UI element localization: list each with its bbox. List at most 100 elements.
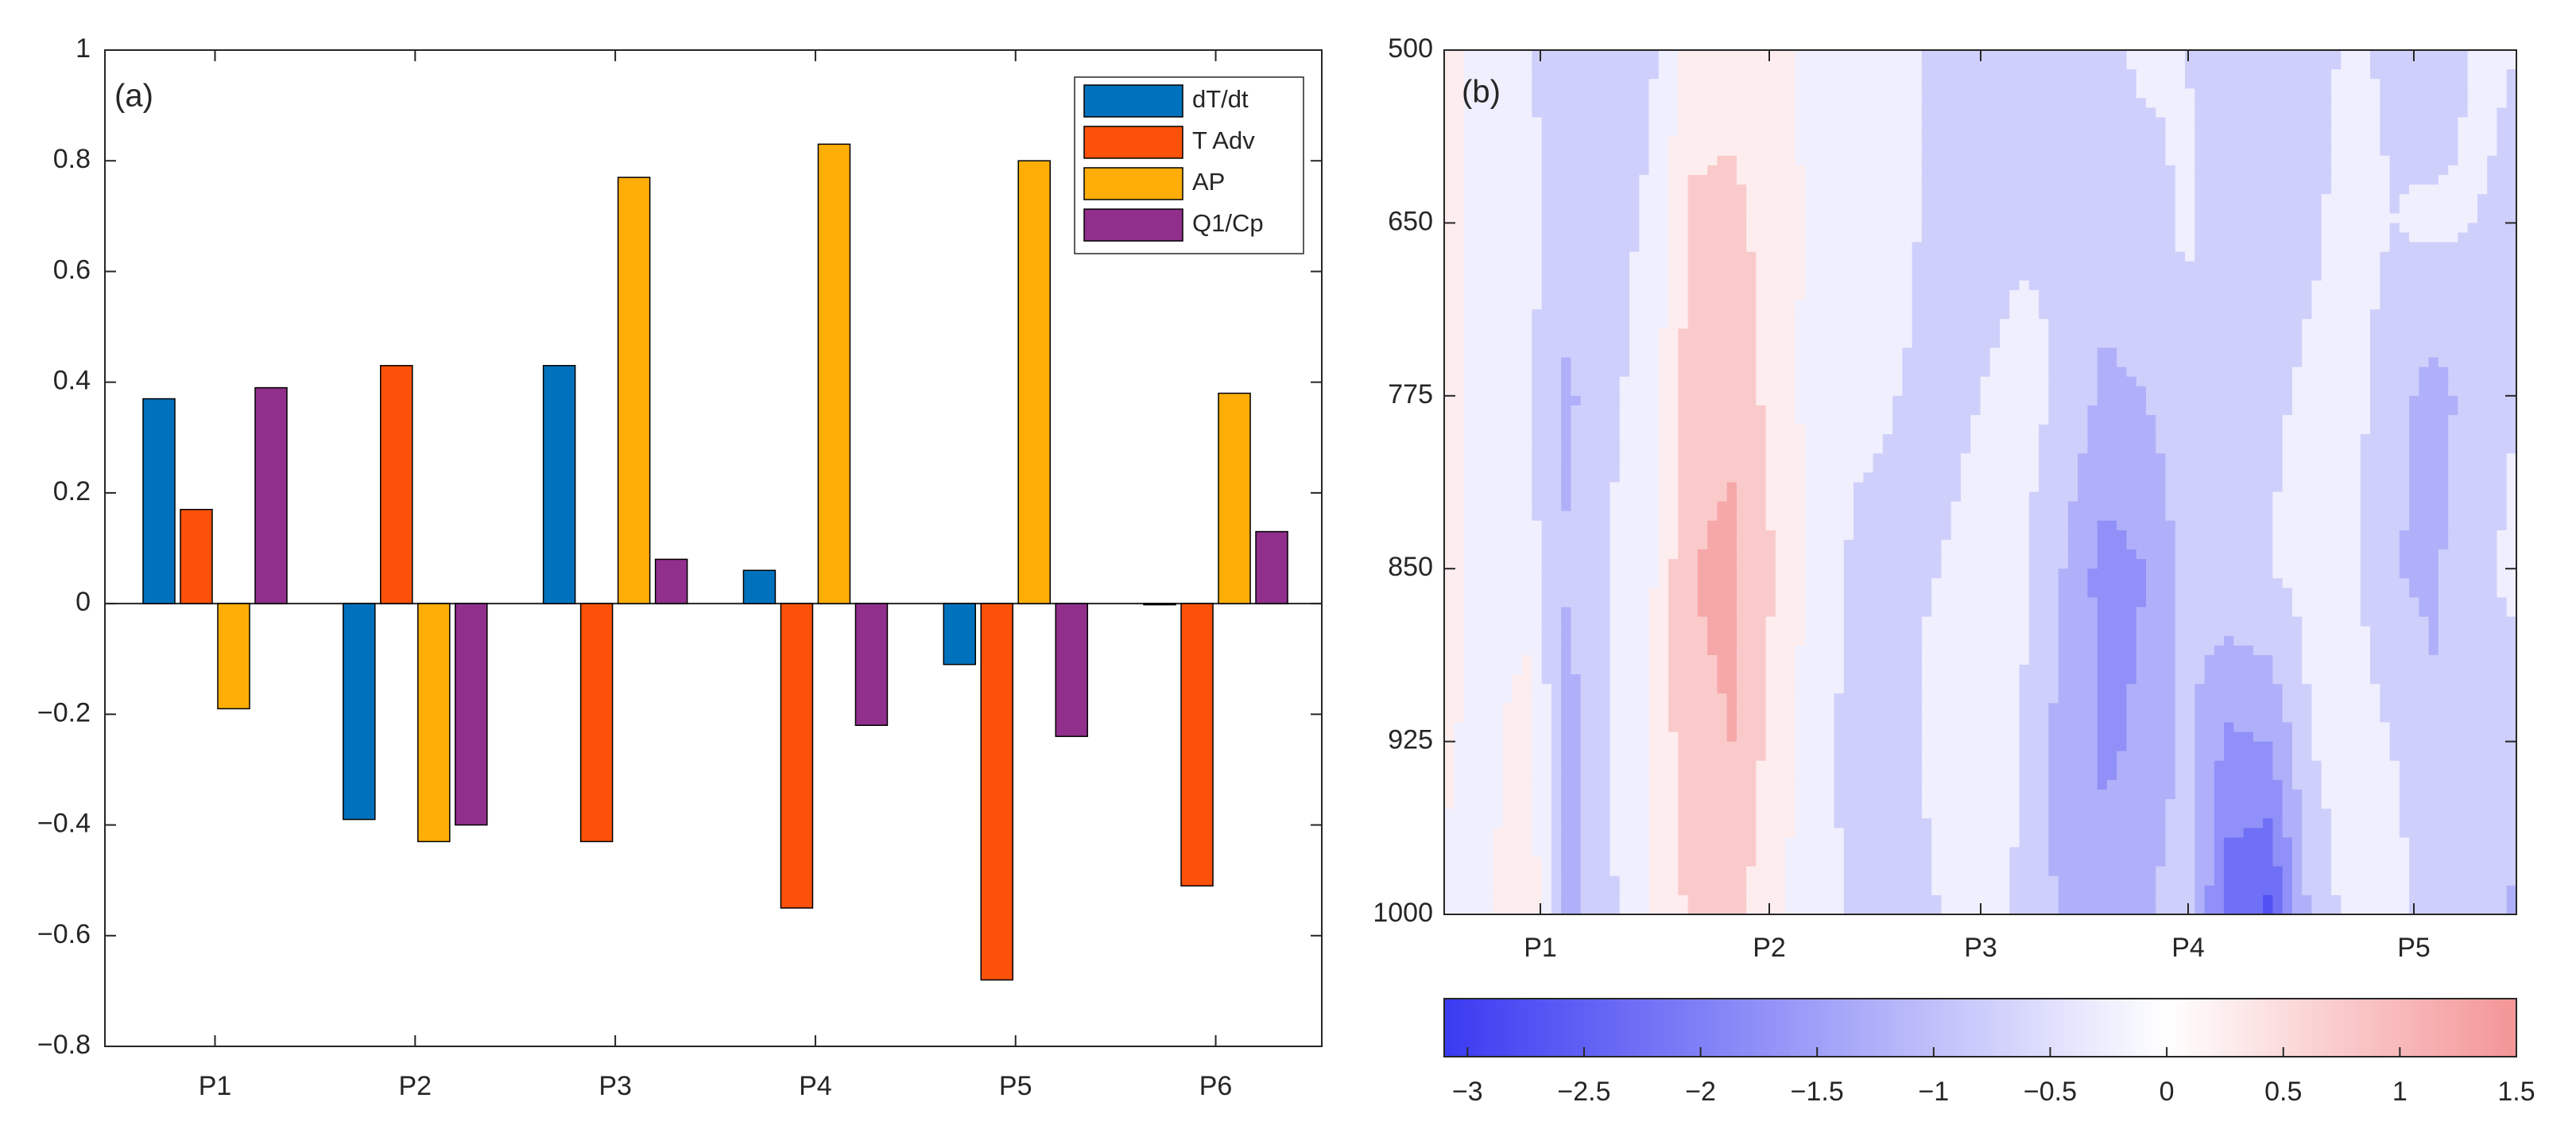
contour-cell <box>2302 136 2313 147</box>
contour-cell <box>1454 319 1465 330</box>
contour-cell <box>1795 50 1806 60</box>
contour-cell <box>1854 444 1865 455</box>
contour-cell <box>1854 472 1865 483</box>
contour-cell <box>1551 367 1562 378</box>
contour-cell <box>1571 434 1582 444</box>
contour-cell <box>2000 88 2011 99</box>
x-tick-label-p5: P5 <box>999 1071 1032 1101</box>
contour-cell <box>2263 194 2274 205</box>
contour-cell <box>2263 232 2274 243</box>
contour-cell <box>1824 60 1835 70</box>
contour-cell <box>2409 405 2420 416</box>
contour-cell <box>1746 444 1757 455</box>
contour-cell <box>2019 126 2030 138</box>
contour-cell <box>1921 242 1932 253</box>
contour-cell <box>1502 204 1513 215</box>
contour-cell <box>2370 60 2381 70</box>
contour-cell <box>1444 79 1455 90</box>
contour-cell <box>1532 165 1543 176</box>
contour-cell <box>1610 60 1621 70</box>
contour-cell <box>1473 434 1484 444</box>
contour-cell <box>1815 414 1826 425</box>
contour-cell <box>1873 175 1884 185</box>
contour-cell <box>2067 338 2078 349</box>
contour-cell <box>1648 367 1660 378</box>
contour-cell <box>1989 251 2001 262</box>
contour-cell <box>2087 155 2098 166</box>
contour-cell <box>1678 338 1689 349</box>
contour-cell <box>2330 444 2342 455</box>
contour-cell <box>1815 319 1826 330</box>
contour-cell <box>1804 126 1815 138</box>
contour-cell <box>1687 126 1699 138</box>
contour-cell <box>1912 367 1923 378</box>
contour-cell <box>1580 213 1591 224</box>
contour-cell <box>1551 136 1562 147</box>
contour-cell <box>1493 213 1504 224</box>
contour-cell <box>1736 184 1747 195</box>
contour-cell <box>2058 328 2069 340</box>
contour-cell <box>1854 204 1865 215</box>
contour-cell <box>1843 395 1854 406</box>
contour-cell <box>1512 126 1523 138</box>
contour-cell <box>2243 405 2254 416</box>
contour-cell <box>2039 309 2050 320</box>
contour-cell <box>2156 414 2167 425</box>
contour-cell <box>1834 425 1845 435</box>
contour-cell <box>2321 223 2332 234</box>
contour-cell <box>1775 300 1787 310</box>
contour-cell <box>2028 386 2039 397</box>
contour-cell <box>2321 463 2332 474</box>
contour-cell <box>1765 204 1776 215</box>
contour-cell <box>1600 98 1611 109</box>
contour-cell <box>2341 60 2352 70</box>
contour-cell <box>2506 328 2517 340</box>
contour-cell <box>2048 395 2059 406</box>
contour-cell <box>2165 328 2176 340</box>
contour-cell <box>1512 251 1523 262</box>
contour-cell <box>2028 88 2039 99</box>
contour-cell <box>1512 280 1523 291</box>
contour-cell <box>1746 155 1757 166</box>
contour-cell <box>1668 300 1679 310</box>
contour-cell <box>2458 309 2469 320</box>
contour-cell <box>2458 347 2469 359</box>
contour-cell <box>1804 280 1815 291</box>
contour-cell <box>1931 204 1943 215</box>
contour-cell <box>2428 300 2439 310</box>
contour-cell <box>2487 213 2498 224</box>
contour-cell <box>1610 213 1621 224</box>
contour-cell <box>2000 347 2011 359</box>
contour-cell <box>2311 261 2322 272</box>
contour-cell <box>2428 270 2439 281</box>
contour-cell <box>1522 472 1533 483</box>
contour-cell <box>1989 357 2001 368</box>
contour-cell <box>2291 223 2303 234</box>
contour-cell <box>2117 50 2128 60</box>
contour-cell <box>1551 165 1562 176</box>
contour-cell <box>1668 347 1679 359</box>
contour-cell <box>1551 434 1562 444</box>
contour-cell <box>2467 319 2478 330</box>
contour-cell <box>1463 50 1474 60</box>
contour-cell <box>2497 289 2508 301</box>
contour-cell <box>2126 251 2137 262</box>
contour-cell <box>1610 261 1621 272</box>
contour-cell <box>2428 223 2439 234</box>
contour-cell <box>2399 319 2410 330</box>
contour-cell <box>1736 405 1747 416</box>
contour-cell <box>1892 117 1904 128</box>
contour-cell <box>1532 251 1543 262</box>
contour-cell <box>1873 386 1884 397</box>
contour-cell <box>1902 50 1913 60</box>
contour-cell <box>1726 434 1737 444</box>
contour-cell <box>1834 107 1845 118</box>
contour-cell <box>2019 453 2030 464</box>
contour-cell <box>1512 136 1523 147</box>
contour-cell <box>2039 98 2050 109</box>
contour-cell <box>2067 270 2078 281</box>
contour-cell <box>2039 261 2050 272</box>
contour-cell <box>2214 155 2225 166</box>
contour-cell <box>1931 270 1943 281</box>
contour-cell <box>1775 376 1787 387</box>
